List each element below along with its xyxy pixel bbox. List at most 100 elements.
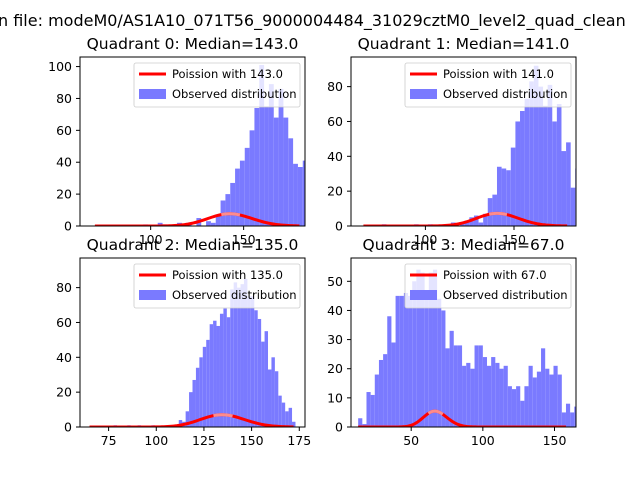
histogram-bar [462,365,467,427]
quadrant-2-axes-frame [79,257,306,428]
x-tick-label: 175 [287,433,311,448]
histogram-bar [189,392,193,427]
histogram-bar [268,84,274,226]
histogram-bar [293,163,298,226]
quadrant-2-title: Quadrant 2: Median=135.0 [87,236,299,254]
histogram-bar [547,84,553,226]
histogram-bar [491,357,496,427]
histogram-bar [492,194,497,226]
histogram-bar [235,168,240,226]
histogram-bar [589,207,594,226]
quadrant-1-panel: Quadrant 1: Median=141.0 100 150 0 20 40 60 80 P… [327,35,626,247]
histogram-bar [210,222,216,226]
x-tick-label: 150 [232,232,256,247]
histogram-bar [432,269,438,427]
y-tick-label: 80 [327,79,343,94]
histogram-bar [532,377,537,427]
histogram-bar [549,374,554,427]
histogram-bar [259,64,265,226]
histogram-bar [206,339,210,427]
quadrant-1-title: Quadrant 1: Median=141.0 [358,35,570,53]
histogram-bar [243,278,248,427]
histogram-bar [578,415,582,427]
histogram-bar [230,182,236,226]
y-tick-label: 40 [327,303,343,318]
histogram-bar [185,411,190,427]
histogram-bar [474,345,479,427]
histogram-bar [412,281,417,427]
quadrant-0-axes-frame [79,56,306,227]
histogram-bar [585,169,590,226]
poisson-curve-peak [427,409,444,416]
legend-label: Poission with 143.0 [172,67,283,81]
histogram-bar [230,289,234,427]
histogram-bar [583,401,587,427]
x-tick-label: 75 [101,433,117,448]
histogram-bar [408,295,413,427]
histogram-bar [570,187,576,226]
y-tick-label: 40 [327,149,343,164]
legend-label: Poission with 135.0 [172,268,283,282]
quadrant-3-axes-frame [350,257,577,428]
histogram-bar [192,379,196,427]
histogram-bar [297,167,303,226]
histogram-bar [285,411,289,427]
poisson-curve-peak [221,212,241,217]
legend-label: Poission with 141.0 [443,67,554,81]
histogram-bar [226,317,231,427]
histogram-bar [178,420,183,427]
histogram-bar [617,217,622,226]
histogram-bar [541,348,546,427]
histogram-bar [288,138,294,226]
y-tick-label: 80 [56,280,72,295]
histogram-bar [378,359,384,427]
histogram-bar [528,365,533,427]
histogram-bar [621,224,626,226]
histogram-bar [254,108,260,226]
histogram-bar [370,394,375,427]
poisson-curve-peak [213,413,233,418]
histogram-bar [437,298,442,427]
poisson-curve-peak [488,211,508,217]
quadrant-0-title: Quadrant 0: Median=143.0 [87,35,299,53]
histogram-bar [501,168,507,226]
legend-label: Observed distribution [172,288,297,302]
histogram-bar [495,362,500,427]
quadrant-1-axes-frame [350,56,577,227]
histogram-bar [239,160,245,226]
histogram-bar [237,287,241,427]
histogram-bar [206,221,211,226]
histogram-bar [254,310,258,427]
y-tick-label: 30 [327,332,343,347]
histogram-bar [510,147,516,226]
histogram-bar [358,418,363,427]
y-tick-label: 20 [327,361,343,376]
histogram-bar [268,369,272,427]
histogram-bar [264,331,269,427]
histogram-bar [374,374,379,427]
histogram-bar [487,198,493,226]
histogram-bar [515,121,521,226]
histogram-bar [327,208,332,226]
legend-box [404,263,572,309]
histogram-bar [507,386,512,427]
histogram-bar [264,106,269,226]
histogram-bar [225,194,231,226]
histogram-bar [457,345,463,427]
poisson-curve [89,413,294,427]
histogram-bar [322,213,327,226]
histogram-bar [199,357,203,427]
y-tick-label: 80 [56,91,72,106]
quadrant-0-plot-area [94,64,332,226]
histogram-bar [496,166,502,226]
y-tick-label: 40 [56,350,72,365]
histogram-bar [278,395,282,427]
legend-patch-swatch [410,290,437,300]
histogram-bar [283,117,289,226]
histogram-bar [261,341,265,427]
histogram-bar [598,219,603,226]
y-tick-label: 50 [327,274,343,289]
histogram-bar [250,296,255,427]
histogram-bar [464,220,470,226]
histogram-bar [529,81,534,226]
